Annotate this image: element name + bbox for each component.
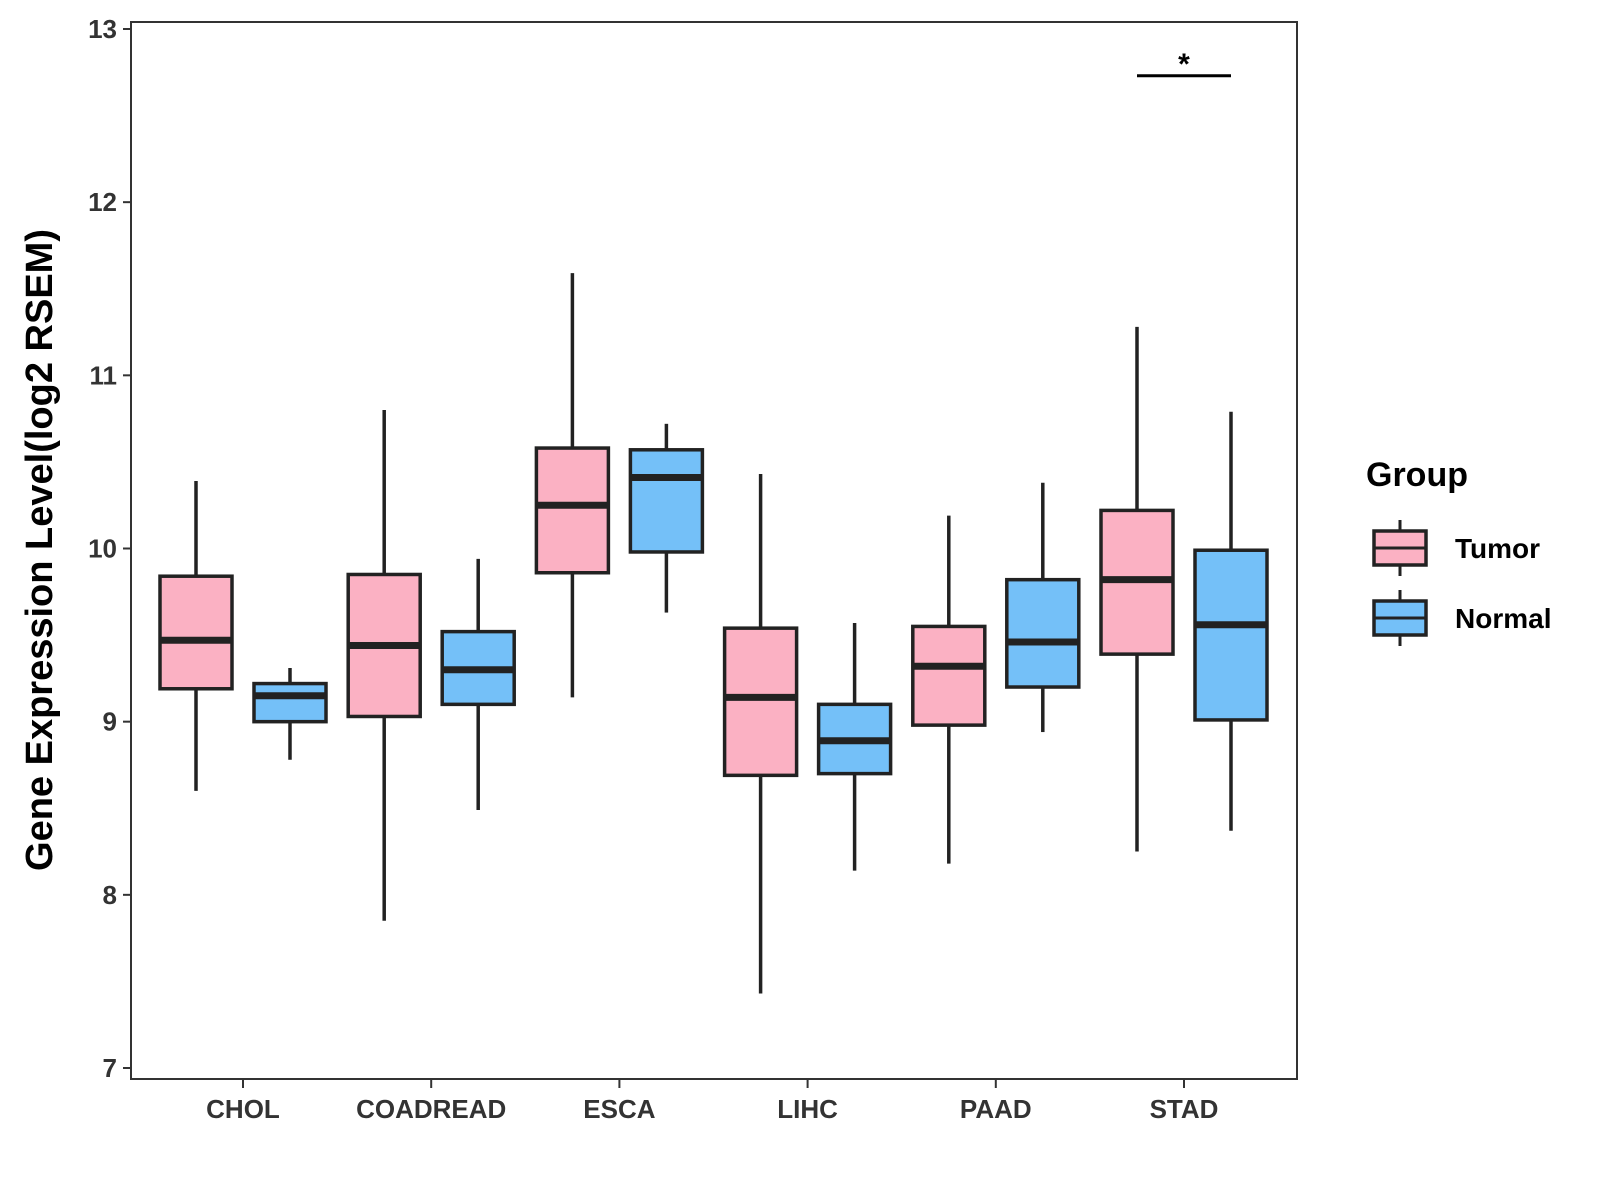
y-axis: 7 8 9 10 11 12 13 (88, 14, 131, 1083)
legend-item-normal: Normal (1372, 590, 1551, 646)
x-tick-label: ESCA (583, 1094, 655, 1124)
legend-title: Group (1366, 456, 1468, 494)
y-tick-label: 13 (88, 14, 117, 44)
y-tick-label: 12 (88, 187, 117, 217)
box-normal-coadread (440, 558, 516, 810)
box-tumor-coadread (346, 409, 422, 921)
legend: Group Tumor Normal (1366, 456, 1551, 646)
box-tumor-paad (911, 515, 987, 864)
box-body (1005, 577, 1081, 689)
box-tumor-esca (534, 273, 611, 698)
legend-item-tumor: Tumor (1372, 520, 1540, 576)
y-tick-label: 9 (103, 707, 117, 737)
box-body (628, 448, 705, 554)
x-tick-label: PAAD (960, 1094, 1032, 1124)
x-tick-label: CHOL (206, 1094, 280, 1124)
significance-annotations: * (1137, 48, 1231, 81)
box-normal-esca (628, 423, 705, 613)
box-body (722, 626, 799, 778)
y-tick-label: 11 (90, 360, 118, 390)
x-tick-label: STAD (1150, 1094, 1219, 1124)
legend-label: Tumor (1455, 533, 1540, 564)
box-body (534, 446, 611, 575)
legend-label: Normal (1455, 603, 1551, 634)
box-tumor-lihc (722, 474, 799, 994)
box-tumor-chol (158, 480, 234, 791)
y-tick-label: 8 (103, 880, 117, 910)
box-normal-paad (1005, 482, 1081, 733)
x-axis: CHOL COADREAD ESCA LIHC PAAD STAD (206, 1079, 1218, 1124)
box-body (911, 624, 987, 727)
box-body (1193, 548, 1269, 722)
y-tick-label: 10 (88, 534, 117, 564)
box-tumor-stad (1099, 326, 1175, 852)
y-tick-label: 7 (103, 1053, 117, 1083)
box-body (158, 574, 234, 691)
y-axis-title: Gene Expression Level(log2 RSEM) (19, 229, 61, 871)
box-normal-chol (252, 667, 328, 760)
box-group (158, 273, 1269, 994)
box-body (252, 681, 328, 724)
box-normal-stad (1193, 411, 1269, 831)
significance-star: * (1178, 48, 1190, 81)
box-normal-lihc (816, 622, 893, 871)
x-tick-label: LIHC (777, 1094, 838, 1124)
x-tick-label: COADREAD (356, 1094, 506, 1124)
